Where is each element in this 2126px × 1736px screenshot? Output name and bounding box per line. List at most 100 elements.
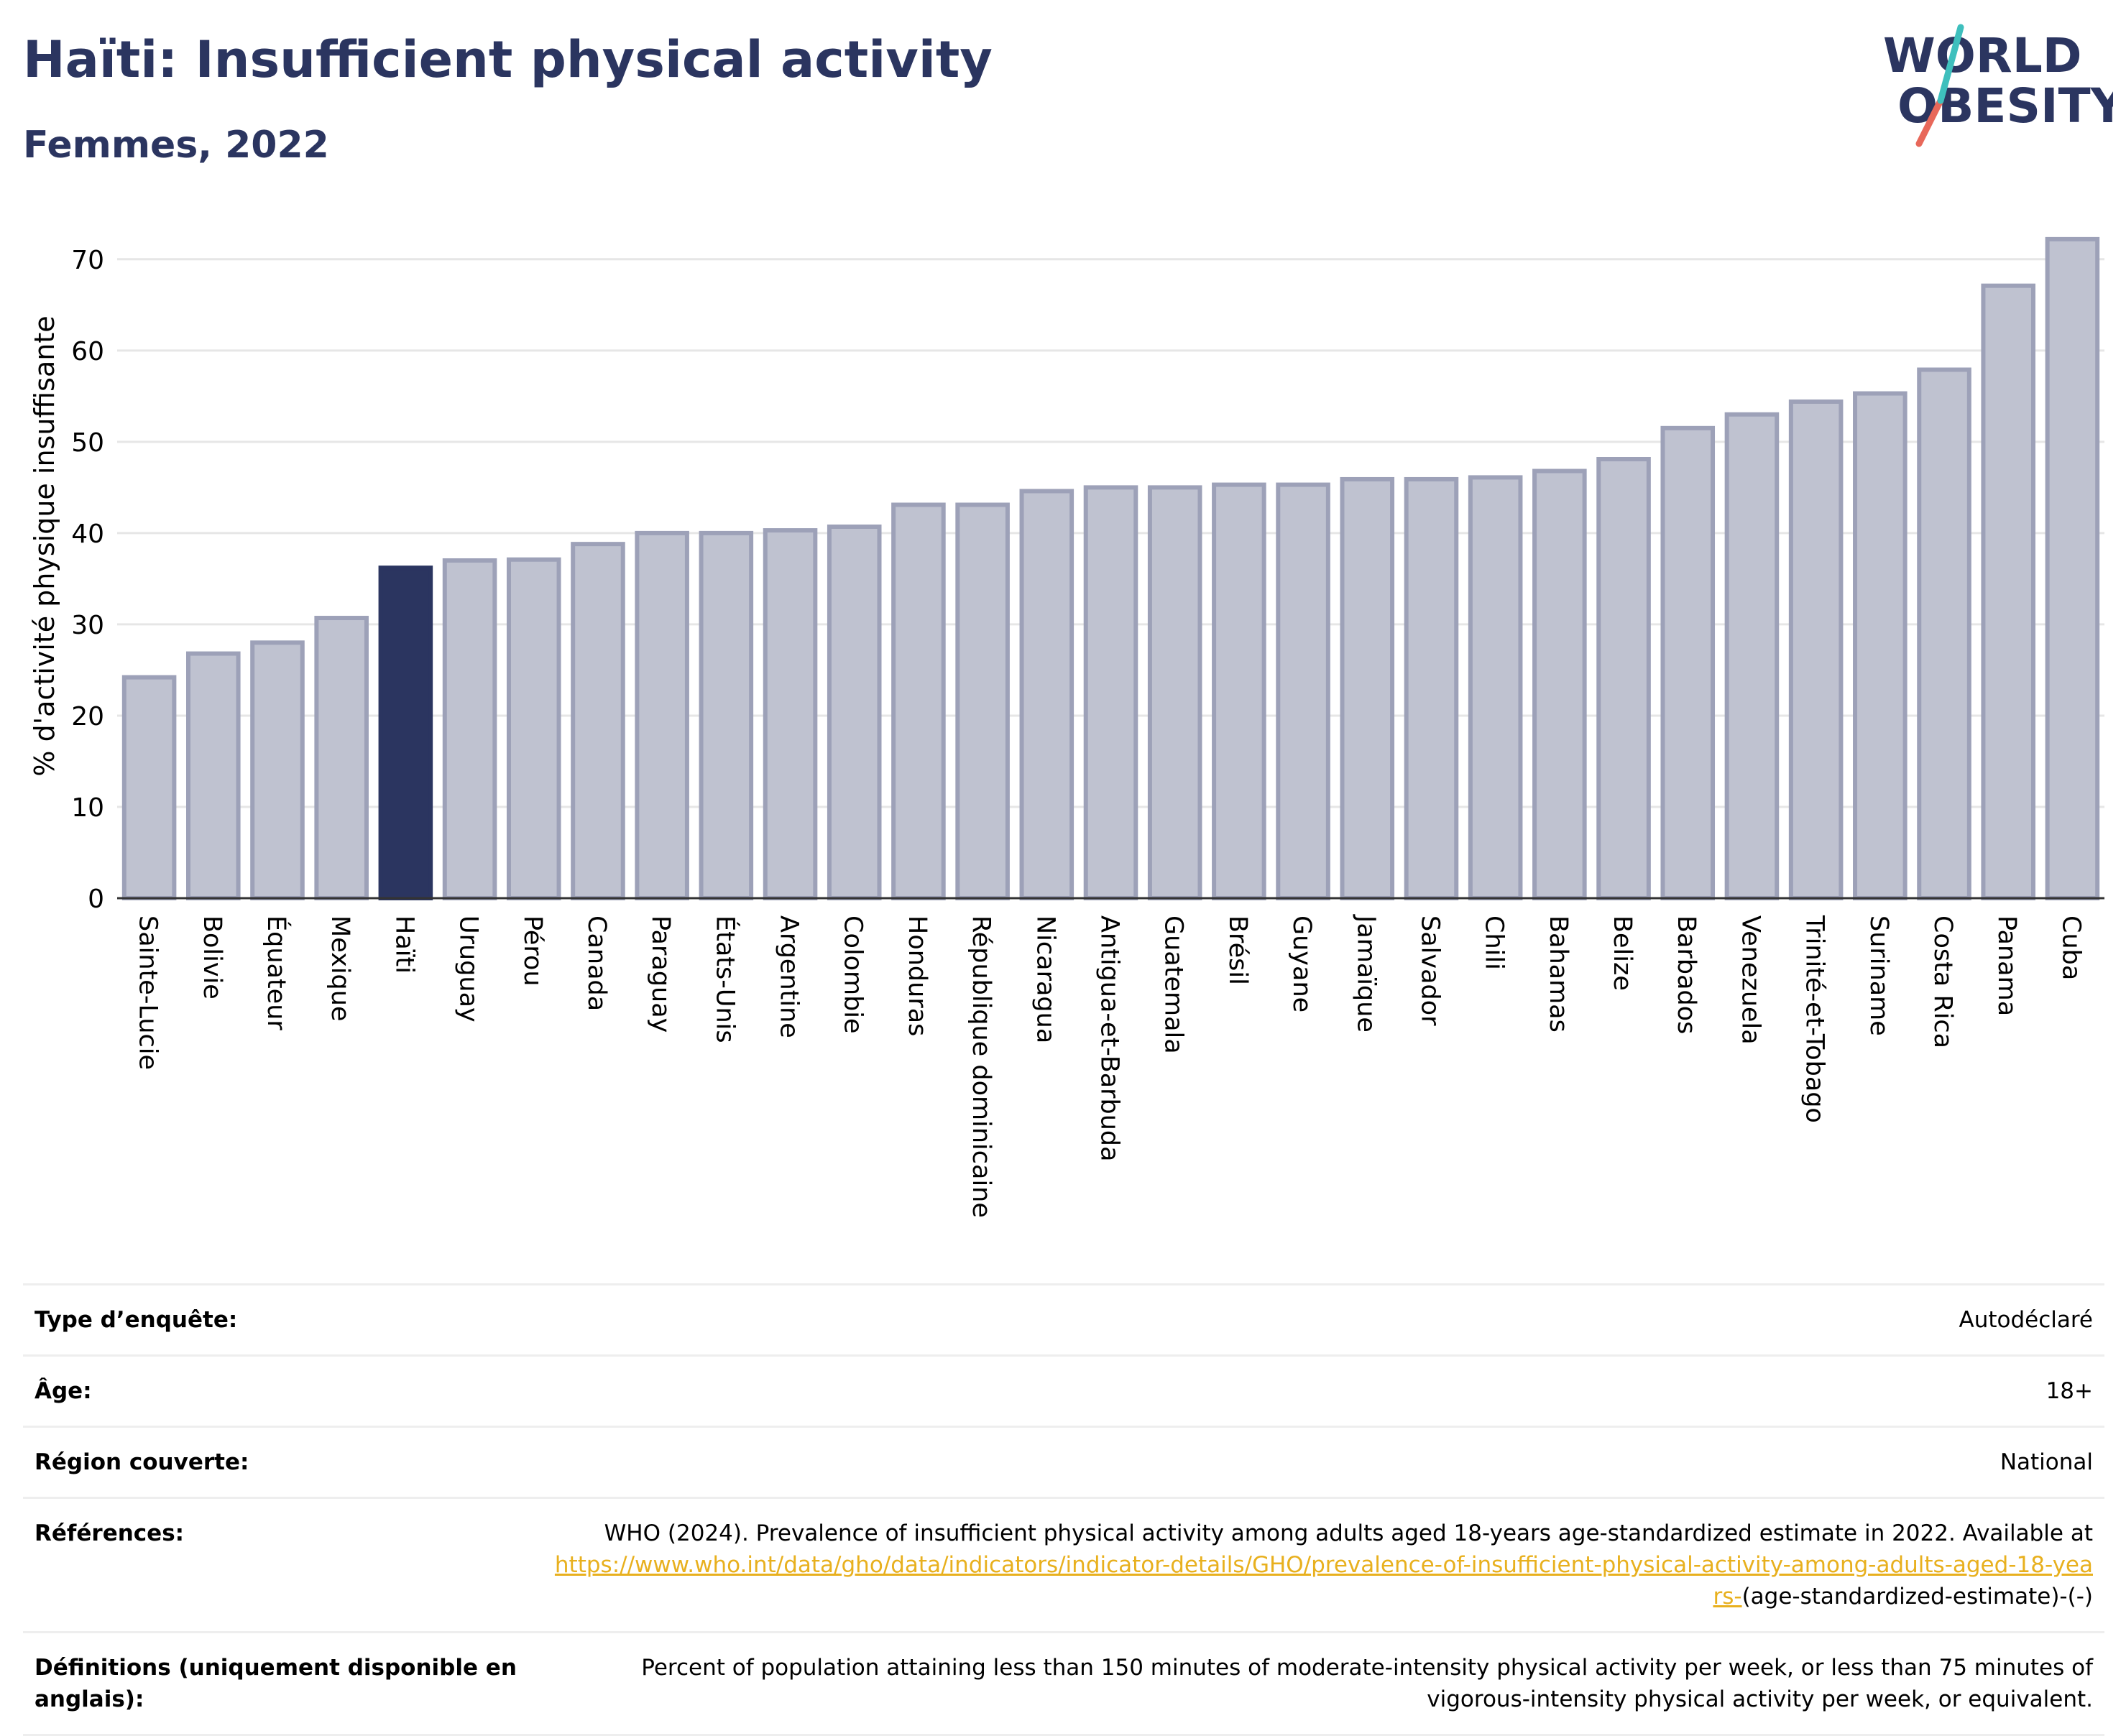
meta-label-region: Région couverte: (34, 1449, 249, 1475)
bar (1981, 283, 2035, 901)
bar (1019, 489, 1074, 900)
x-tick-label: Équateur (262, 915, 292, 1030)
bar (2045, 236, 2100, 900)
x-tick-label: Argentine (775, 915, 804, 1038)
metadata-table: Type d’enquête: Autodéclaré Âge: 18+ Rég… (23, 1283, 2104, 1736)
x-tick-label: Suriname (1864, 915, 1893, 1036)
x-tick-label: Chili (1480, 915, 1509, 970)
bar (1147, 485, 1202, 900)
bar (1404, 476, 1459, 900)
meta-label-references: Références: (34, 1520, 185, 1546)
x-tick-label: États-Unis (710, 915, 740, 1043)
x-tick-label: Bolivie (198, 915, 226, 999)
bars (121, 236, 2100, 901)
bar (955, 502, 1010, 900)
x-tick-label: Nicaragua (1031, 915, 1059, 1043)
x-tick-label: Jamaïque (1351, 914, 1380, 1033)
meta-row-survey-type: Type d’enquête: Autodéclaré (23, 1283, 2104, 1354)
x-tick-label: Cuba (2056, 915, 2085, 980)
y-tick-label: 70 (71, 246, 104, 275)
x-tick-label: Guatemala (1159, 915, 1188, 1054)
bar (1532, 468, 1587, 900)
y-tick-label: 20 (71, 702, 104, 731)
x-tick-label: Haïti (390, 915, 418, 974)
bar (891, 502, 946, 900)
y-tick-label: 60 (71, 337, 104, 366)
x-tick-label: Paraguay (646, 915, 675, 1033)
bar (1596, 457, 1651, 900)
bar (1468, 475, 1523, 900)
page-subtitle: Femmes, 2022 (23, 124, 329, 167)
bar (1340, 476, 1395, 900)
bar (314, 616, 369, 900)
bar (1083, 485, 1138, 900)
meta-row-references: Références: WHO (2024). Prevalence of in… (23, 1497, 2104, 1631)
logo-line2: OBESITY (1897, 78, 2113, 134)
bar (1724, 412, 1780, 900)
bar (250, 640, 305, 901)
bar (1212, 482, 1266, 900)
world-obesity-logo: WORLD OBESITY (1883, 24, 2113, 147)
bar (635, 530, 689, 900)
x-tick-label: Brésil (1223, 915, 1252, 985)
x-tick-label: Sainte-Lucie (134, 915, 162, 1070)
bar-chart: 0 10 20 30 40 50 60 70 Sainte-Lucie Bolivie Équat… (29, 236, 2104, 1218)
meta-value-references: WHO (2024). Prevalence of insufficient p… (552, 1518, 2093, 1612)
logo-slash-coral (1915, 97, 1944, 147)
x-tick-label: Uruguay (454, 915, 483, 1022)
bar (763, 528, 818, 900)
bar (1276, 482, 1330, 900)
bar (186, 651, 241, 900)
x-tick-label: Salvador (1415, 915, 1444, 1026)
bar (378, 565, 433, 900)
meta-value-age: 18+ (2046, 1378, 2093, 1404)
x-tick-label: Panama (1992, 915, 2021, 1016)
y-tick-label: 30 (71, 611, 104, 640)
bar (571, 542, 625, 900)
x-tick-label: Guyane (1287, 915, 1316, 1012)
meta-row-age: Âge: 18+ (23, 1354, 2104, 1426)
page-title: Haïti: Insufficient physical activity (23, 30, 993, 89)
meta-value-survey-type: Autodéclaré (1959, 1307, 2093, 1333)
meta-label-age: Âge: (34, 1378, 92, 1404)
x-tick-label: Costa Rica (1928, 915, 1957, 1048)
y-tick-label: 10 (71, 793, 104, 823)
meta-value-definitions: Percent of population attaining less tha… (641, 1655, 2093, 1712)
logo-slash-teal (1937, 24, 1964, 104)
bar (121, 675, 177, 900)
references-text: WHO (2024). Prevalence of insufficient p… (604, 1520, 2093, 1546)
bar (1660, 425, 1716, 900)
x-tick-label: Colombie (839, 915, 868, 1034)
bar (442, 558, 497, 900)
x-tick-label: Mexique (326, 915, 354, 1022)
meta-row-definitions: Définitions (uniquement disponible en an… (23, 1631, 2104, 1736)
y-tick-label: 40 (71, 520, 104, 549)
x-tick-label: Venezuela (1736, 915, 1764, 1045)
x-tick-label: Bahamas (1544, 915, 1573, 1033)
y-tick-label: 0 (88, 885, 104, 914)
x-tick-label: Honduras (903, 915, 931, 1036)
x-tick-label: Trinité-et-Tobago (1800, 915, 1829, 1123)
bar (1853, 391, 1908, 900)
meta-row-region: Région couverte: National (23, 1426, 2104, 1497)
y-tick-label: 50 (71, 428, 104, 458)
meta-label-survey-type: Type d’enquête: (34, 1307, 238, 1333)
meta-label-definitions: Définitions (uniquement disponible en an… (34, 1655, 517, 1712)
bar (1788, 399, 1844, 900)
x-tick-label: Antigua-et-Barbuda (1095, 915, 1124, 1162)
bar (827, 525, 882, 900)
bar (1917, 367, 1971, 900)
bar (699, 530, 754, 900)
x-tick-label: Barbados (1672, 915, 1701, 1034)
x-tick-label: Belize (1608, 915, 1637, 991)
meta-value-region: National (2000, 1449, 2093, 1475)
y-axis-label: % d'activité physique insuffisante (29, 315, 60, 776)
y-tick-labels: 0 10 20 30 40 50 60 70 (71, 246, 104, 914)
bar (506, 557, 561, 900)
x-tick-label: Pérou (518, 915, 547, 987)
references-suffix: (age-standardized-estimate)-(-) (1741, 1584, 2093, 1610)
x-tick-labels: Sainte-Lucie Bolivie Équateur Mexique Haïti U… (134, 914, 2086, 1218)
references-link[interactable]: https://www.who.int/data/gho/data/indica… (554, 1552, 2093, 1610)
x-tick-label: République dominicaine (967, 915, 995, 1218)
logo-line1: WORLD (1883, 28, 2082, 83)
